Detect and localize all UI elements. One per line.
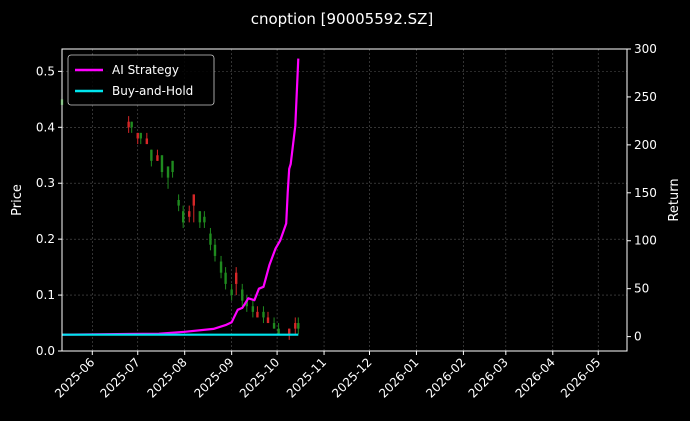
- candle-body: [209, 233, 212, 245]
- candle-body: [262, 311, 265, 318]
- candle-body: [234, 272, 238, 284]
- y-tick-label: 0.1: [36, 288, 55, 302]
- legend: AI Strategy Buy-and-Hold: [67, 54, 215, 106]
- y2-axis-label: Return: [667, 178, 682, 221]
- y2-tick-label: 0: [634, 330, 642, 344]
- y2-tick-label: 300: [634, 42, 657, 56]
- candle-body: [127, 121, 130, 128]
- candle-body: [203, 216, 206, 223]
- y2-tick-label: 150: [634, 186, 657, 200]
- candle-body: [156, 155, 159, 161]
- y-tick-label: 0.0: [36, 344, 55, 358]
- candle-body: [166, 166, 170, 178]
- legend-box: [67, 54, 215, 106]
- y-tick-label: 0.4: [36, 120, 55, 134]
- candle-body: [130, 121, 133, 128]
- candle-body: [171, 160, 174, 173]
- candle-body: [136, 132, 139, 139]
- y2-tick-labels: 0 50 100 150 200 250 300: [627, 42, 657, 344]
- candle-body: [266, 317, 270, 324]
- candle-body: [245, 300, 248, 307]
- plot-frame: [61, 48, 628, 352]
- candle-body: [145, 138, 149, 145]
- legend-label: Buy-and-Hold: [112, 84, 193, 98]
- y-tick-label: 0.5: [36, 64, 55, 78]
- candles: [60, 93, 300, 340]
- candle-body: [230, 289, 233, 296]
- candle-body: [181, 211, 185, 223]
- candle-body: [198, 211, 202, 223]
- candle-body: [139, 132, 142, 139]
- y2-tick-label: 250: [634, 90, 657, 104]
- return-lines: [61, 58, 300, 336]
- candle-body: [219, 261, 223, 273]
- candle-body: [251, 306, 255, 312]
- ai-strategy-line: [61, 58, 300, 336]
- y2-tick-label: 200: [634, 138, 657, 152]
- candle-body: [241, 289, 244, 301]
- chart-title: cnoption [90005592.SZ]: [251, 10, 434, 28]
- y-axis-label: Price: [10, 184, 25, 216]
- candle-body: [150, 149, 153, 161]
- candle-body: [160, 155, 164, 173]
- y-tick-labels: 0.0 0.1 0.2 0.3 0.4 0.5: [36, 64, 62, 358]
- y-tick-label: 0.2: [36, 232, 55, 246]
- candle-body: [288, 328, 291, 335]
- y-tick-label: 0.3: [36, 176, 55, 190]
- y2-tick-label: 50: [634, 282, 649, 296]
- candle-body: [256, 311, 259, 318]
- candle-body: [188, 211, 191, 217]
- y2-tick-label: 100: [634, 234, 657, 248]
- candle-body: [277, 328, 280, 335]
- candle-body: [192, 194, 195, 206]
- candle-body: [213, 244, 217, 256]
- candle-body: [294, 323, 297, 329]
- candle-body: [297, 323, 300, 329]
- candle-body: [177, 200, 180, 206]
- candle-body: [272, 323, 276, 329]
- candle-body: [224, 272, 227, 284]
- legend-label: AI Strategy: [112, 63, 179, 77]
